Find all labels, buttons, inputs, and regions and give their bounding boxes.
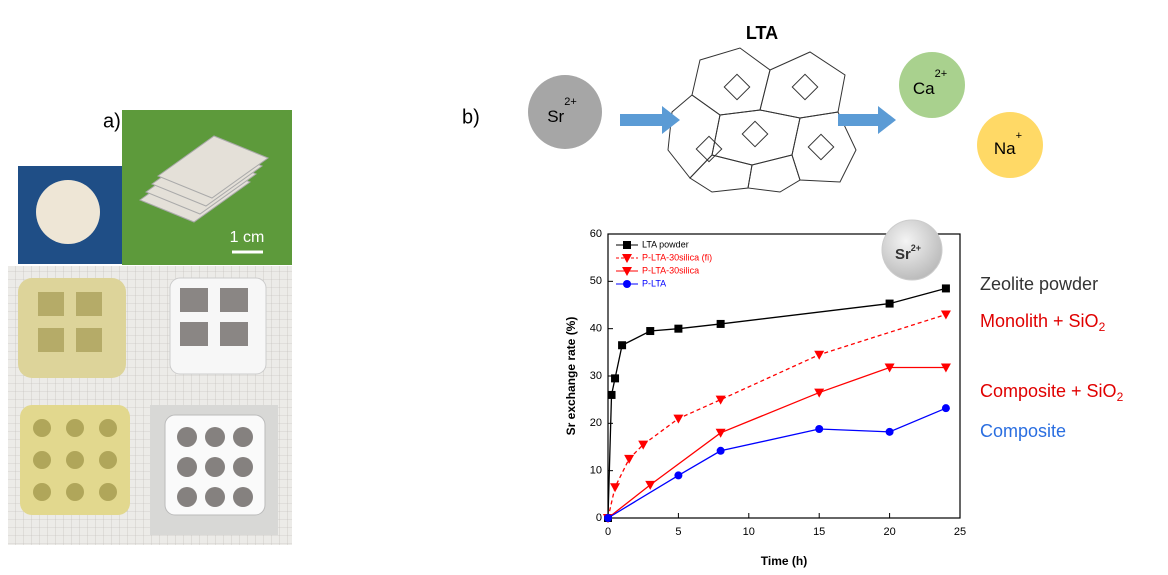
annotation-sub: 2 [1117,390,1124,404]
ion-charge: 2+ [935,68,948,80]
marker [623,241,631,249]
marker [716,396,726,405]
series-line [608,408,946,518]
marker [716,429,726,438]
page: {"panel_a": {"label": "a)", "scale_bar":… [0,0,1168,575]
chart: 0 5 10 15 20 25 0 10 20 30 40 50 60 Time (h) Sr exchan… [564,220,1123,568]
x-axis-label: Time (h) [761,554,807,568]
marker [886,428,894,436]
marker [942,404,950,412]
annotation: Zeolite powder [980,274,1098,294]
x-tick-label: 15 [813,526,825,538]
marker [645,481,655,490]
marker [646,327,654,335]
scale-bar-label: 1 cm [230,229,265,246]
x-tick-label: 25 [954,526,966,538]
annotation: Monolith + SiO2 [980,311,1106,334]
panel-label: b) [462,106,480,128]
y-tick-label: 60 [590,228,602,240]
annotation-text: Composite [980,421,1066,441]
marker [610,483,620,492]
legend-label: LTA powder [642,239,689,249]
marker [618,341,626,349]
figure: a) 1 cm b) LTA Sr2+ Ca2+ Na+ 05101520250… [0,0,1168,570]
marker [611,374,619,382]
ion-circle [528,75,602,149]
x-tick-label: 0 [605,526,611,538]
marker [717,320,725,328]
annotation-text: Zeolite powder [980,274,1098,294]
annotation-text: Composite + SiO [980,381,1117,401]
marker [942,284,950,292]
marker [717,447,725,455]
y-tick-label: 0 [596,512,602,524]
y-tick-label: 50 [590,275,602,287]
y-tick-label: 20 [590,417,602,429]
annotation-sub: 2 [1099,320,1106,334]
marker [674,471,682,479]
marker [623,280,631,288]
y-tick-label: 30 [590,370,602,382]
y-tick-label: 10 [590,465,602,477]
marker [814,351,824,360]
x-tick-label: 5 [675,526,681,538]
ion-symbol: Na [994,139,1016,158]
panel-label: a) [103,110,121,132]
badge-symbol: Sr [895,246,911,263]
series-line [608,367,946,518]
legend-label: P-LTA-30silica (fi) [642,252,712,262]
annotation-text: Monolith + SiO [980,311,1099,331]
ion-symbol: Sr [547,107,564,126]
marker [674,325,682,333]
photo-panel [8,110,292,545]
marker [673,415,683,424]
legend-label: P-LTA-30silica [642,265,699,275]
marker [815,425,823,433]
x-tick-label: 10 [743,526,755,538]
badge-charge: 2+ [911,243,921,253]
ion-charge: 2+ [564,96,577,108]
lta-framework [668,48,856,192]
annotation: Composite [980,421,1066,441]
marker [886,300,894,308]
x-tick-label: 20 [883,526,895,538]
legend-label: P-LTA [642,278,666,288]
annotation: Composite + SiO2 [980,381,1124,404]
y-axis-label: Sr exchange rate (%) [564,317,578,436]
marker [608,391,616,399]
ion-symbol: Ca [913,79,935,98]
series-line [608,288,946,518]
marker [624,455,634,464]
ion-charge: + [1016,130,1022,142]
marker [604,514,612,522]
marker [814,389,824,398]
y-tick-label: 40 [590,323,602,335]
marker [941,310,951,319]
framework-label: LTA [746,23,778,43]
